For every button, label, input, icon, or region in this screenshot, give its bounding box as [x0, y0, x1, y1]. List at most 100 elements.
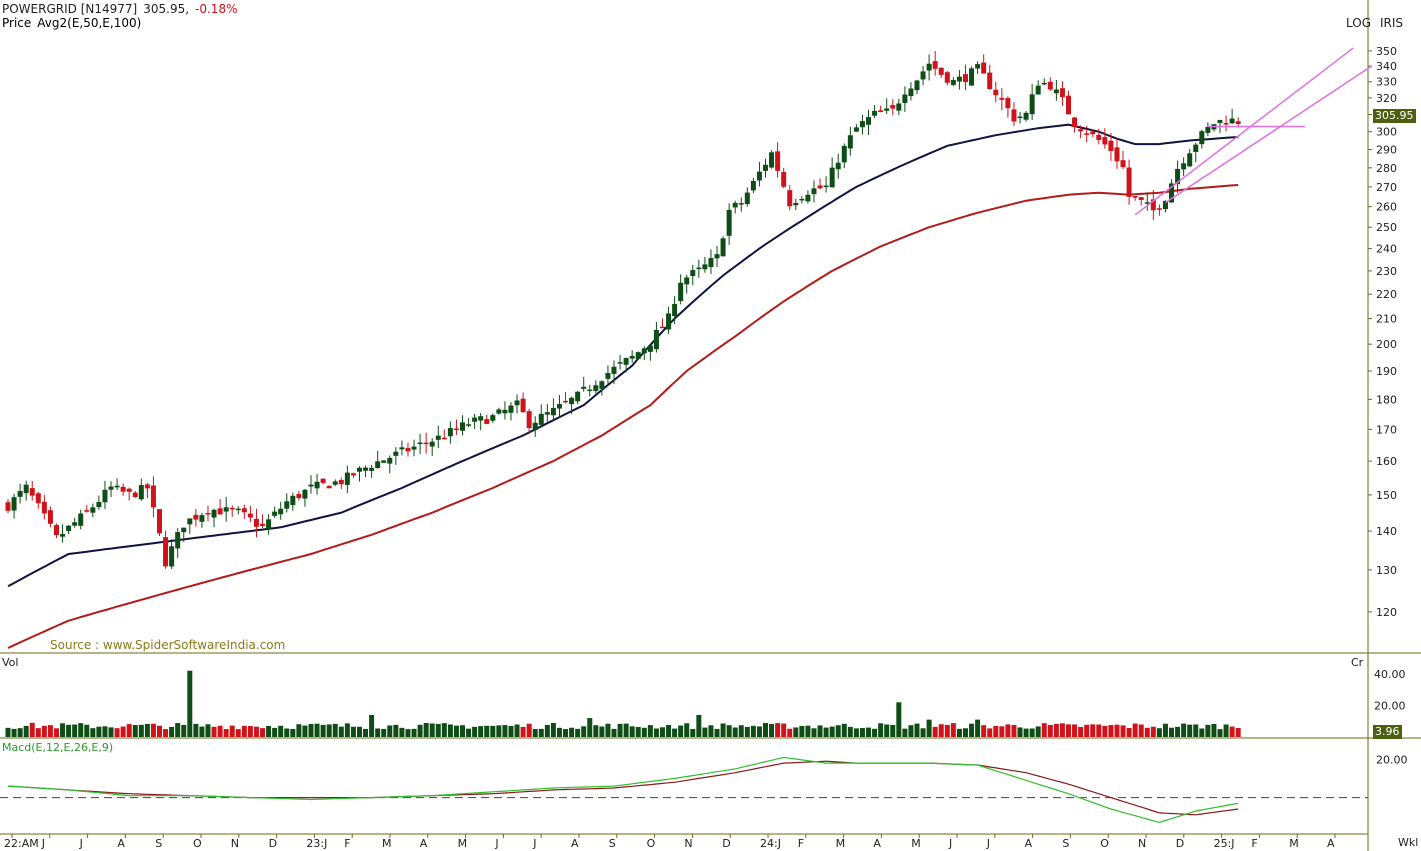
volume-bar	[538, 728, 544, 737]
candle-body	[296, 494, 302, 499]
candle-body	[211, 509, 217, 518]
volume-bar	[1084, 724, 1090, 737]
candle-body	[1223, 123, 1229, 125]
candle-body	[284, 501, 290, 509]
time-tick-label: A	[873, 837, 881, 850]
volume-bar	[956, 728, 962, 737]
candle-body	[787, 190, 793, 207]
candle-body	[11, 497, 17, 511]
volume-bar	[793, 727, 799, 737]
candle-body	[29, 488, 35, 496]
candle-body	[90, 507, 96, 513]
candle-body	[962, 74, 968, 83]
volume-bar	[163, 729, 169, 737]
time-tick-label: A	[420, 837, 428, 850]
time-tick-label: F	[344, 837, 350, 850]
volume-bar	[926, 719, 932, 737]
time-tick-label: J	[79, 837, 83, 850]
candle-body	[938, 67, 944, 75]
price-tick-label: 330	[1376, 76, 1397, 89]
candle-body	[1217, 120, 1223, 123]
candle-body	[908, 88, 914, 97]
candle-body	[1041, 82, 1047, 85]
candle-body	[302, 489, 308, 499]
volume-bar	[690, 728, 696, 737]
candle-body	[1229, 118, 1235, 124]
candle-body	[811, 188, 817, 195]
indicator-prefix: Price	[2, 16, 32, 30]
time-tick-label: A	[571, 837, 579, 850]
candle-body	[635, 352, 641, 359]
volume-bar	[423, 723, 429, 737]
candle-body	[702, 264, 708, 270]
candle-body	[338, 480, 344, 485]
volume-bar	[617, 723, 623, 737]
time-tick-label: 22:AM	[4, 837, 39, 850]
volume-bar	[1169, 727, 1175, 737]
volume-bar	[447, 724, 453, 737]
volume-bar	[1211, 724, 1217, 737]
price-tick-label: 280	[1376, 162, 1397, 175]
candle-body	[1235, 121, 1241, 124]
candle-body	[472, 417, 478, 422]
time-tick-label: S	[609, 837, 616, 850]
volume-bar	[66, 724, 72, 737]
candle-body	[1066, 95, 1071, 115]
candle-body	[417, 442, 423, 445]
volume-bar	[205, 724, 211, 737]
volume-bar	[866, 727, 872, 737]
candle-body	[1078, 129, 1084, 132]
symbol: POWERGRID [N14977]	[2, 2, 138, 16]
volume-bar	[144, 723, 150, 737]
volume-bar	[381, 728, 387, 737]
price-tick-label: 140	[1376, 525, 1397, 538]
price-tick-label: 300	[1376, 126, 1397, 139]
volume-bar	[369, 714, 375, 737]
candle-body	[611, 366, 617, 374]
candle-body	[629, 355, 635, 359]
ema100-line	[7, 184, 1239, 649]
candle-body	[193, 514, 199, 520]
volume-bar	[453, 725, 459, 737]
time-tick-label: A	[1327, 837, 1335, 850]
volume-bar	[1102, 725, 1108, 737]
candle-body	[944, 72, 950, 83]
candle-body	[441, 437, 447, 440]
candle-body	[1047, 81, 1053, 90]
volume-bar	[1199, 728, 1205, 737]
volume-bar	[756, 726, 762, 737]
iris-label[interactable]: IRIS	[1380, 16, 1404, 30]
log-label[interactable]: LOG	[1346, 16, 1372, 30]
candle-body	[1017, 116, 1023, 119]
candle-body	[217, 508, 223, 515]
time-tick-label: D	[722, 837, 730, 850]
volume-bar	[920, 728, 926, 737]
candle-body	[684, 277, 690, 285]
candle-body	[144, 484, 150, 489]
time-tick-label: 25:J	[1214, 837, 1235, 850]
ema100-path	[7, 184, 1239, 649]
price-tick-label: 190	[1376, 365, 1397, 378]
volume-bar	[817, 725, 823, 737]
price-tick-label: 270	[1376, 181, 1397, 194]
change-pct: -0.18%	[195, 2, 238, 16]
volume-bar	[253, 726, 259, 737]
timeframe-label[interactable]: Wkl	[1398, 836, 1419, 849]
candle-body	[260, 523, 266, 526]
price-tick-label: 200	[1376, 338, 1397, 351]
candle-body	[581, 386, 587, 389]
candle-body	[835, 162, 841, 170]
volume-bar	[987, 728, 993, 737]
volume-bar	[781, 723, 787, 737]
candle-body	[78, 513, 84, 526]
volume-bar	[914, 723, 920, 737]
candle-body	[114, 485, 120, 488]
candle-body	[1011, 109, 1017, 122]
price-tick-label: 210	[1376, 313, 1397, 326]
candle-body	[769, 152, 775, 168]
time-tick-label: F	[798, 837, 804, 850]
volume-bar	[720, 723, 726, 737]
volume-bar	[508, 725, 514, 737]
time-tick-label: M	[382, 837, 392, 850]
